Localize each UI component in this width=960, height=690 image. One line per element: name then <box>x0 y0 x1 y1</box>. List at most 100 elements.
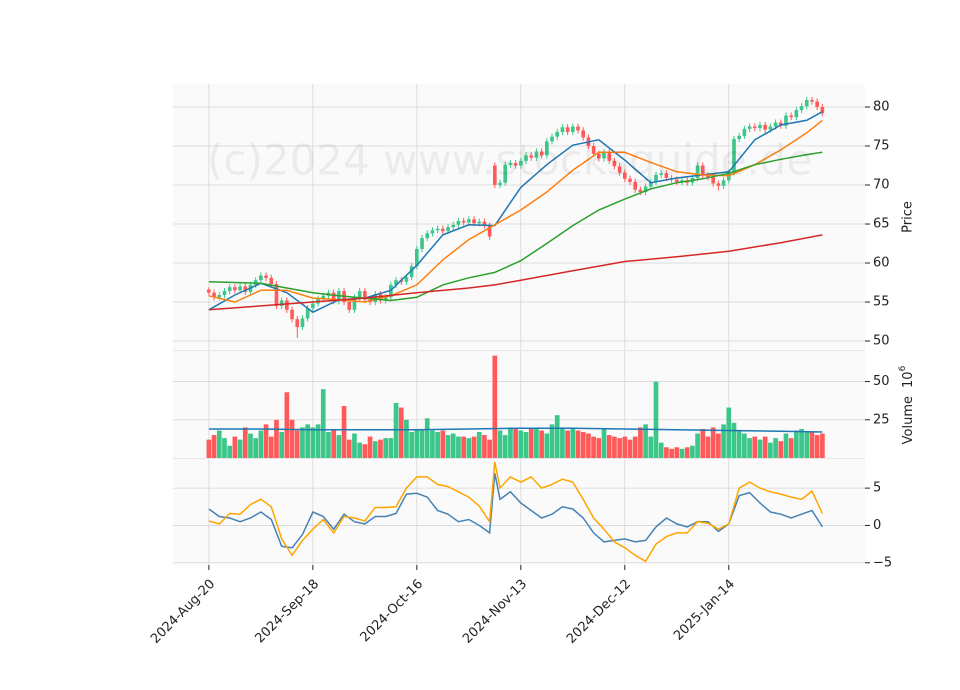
candle-body <box>217 295 222 298</box>
candle-body <box>799 106 804 111</box>
volume-bar <box>601 428 607 458</box>
candle-body <box>664 173 669 178</box>
volume-bar <box>648 436 654 458</box>
volume-bar <box>320 389 326 458</box>
volume-bar <box>752 436 758 458</box>
volume-bar <box>565 430 570 458</box>
volume-bar <box>721 424 726 458</box>
volume-bar <box>242 427 248 458</box>
candle-body <box>680 180 684 182</box>
volume-bar <box>367 436 373 458</box>
candle-body <box>238 286 242 291</box>
volume-bar <box>378 439 383 458</box>
volume-bar <box>544 433 550 458</box>
candle-body <box>477 221 482 224</box>
candle-body <box>633 181 638 190</box>
candle-body <box>674 179 679 182</box>
candle-body <box>446 227 450 232</box>
volume-bar <box>757 439 763 458</box>
candle-body <box>778 122 783 126</box>
candle-body <box>233 287 237 291</box>
candle-body <box>295 319 300 327</box>
candle-body <box>607 152 612 161</box>
candle-body <box>508 163 513 165</box>
candle-body <box>373 294 378 303</box>
x-tick-label: 2024-Dec-12 <box>564 577 634 647</box>
candle-body <box>389 284 393 298</box>
volume-bar <box>809 432 815 458</box>
candle-body <box>222 291 227 296</box>
volume-bar <box>804 432 810 458</box>
volume-bar <box>222 438 227 458</box>
volume-bar <box>248 433 253 458</box>
volume-bar <box>664 447 669 458</box>
volume-bar <box>554 415 560 458</box>
volume-bar <box>383 438 388 458</box>
candle-body <box>264 275 268 278</box>
volume-bar <box>674 447 680 458</box>
volume-bar <box>736 430 742 458</box>
candle-body <box>789 115 793 118</box>
candle-body <box>737 135 742 139</box>
volume-bar <box>482 435 487 458</box>
candle-body <box>612 160 617 167</box>
volume-bar <box>284 392 290 458</box>
candle-body <box>409 266 414 278</box>
candle-body <box>513 163 518 166</box>
y-tick-label: 65 <box>873 217 890 232</box>
volume-bar <box>591 436 596 458</box>
candle-body <box>456 220 461 225</box>
y-tick-label: 0 <box>873 518 881 533</box>
candle-body <box>243 286 248 292</box>
candle-body <box>784 115 788 126</box>
y-tick-label: 75 <box>873 139 890 154</box>
volume-bar <box>450 433 456 458</box>
volume-bar <box>762 436 768 458</box>
volume-bar <box>346 439 352 458</box>
candle-body <box>378 294 383 301</box>
candle-body <box>628 178 632 182</box>
volume-bar <box>534 427 539 458</box>
candle-body <box>279 300 284 306</box>
volume-bar <box>570 428 576 458</box>
volume-bar <box>679 448 685 458</box>
candle-body <box>451 224 456 228</box>
x-tick-label: 2024-Oct-16 <box>358 577 426 645</box>
candle-body <box>747 126 752 129</box>
volume-scale: 10 <box>901 371 916 388</box>
candle-body <box>539 151 544 156</box>
candle-body <box>752 126 757 129</box>
volume-bar <box>310 427 316 458</box>
volume-bar <box>237 439 243 458</box>
candle-body <box>773 122 778 127</box>
volume-bar <box>471 436 477 458</box>
candle-body <box>524 155 528 161</box>
volume-bar <box>461 436 466 458</box>
candle-body <box>591 146 596 154</box>
candle-body <box>700 165 705 176</box>
candle-body <box>383 297 388 301</box>
candle-body <box>519 160 523 166</box>
volume-bar <box>258 430 264 458</box>
volume-bar <box>476 432 482 458</box>
volume-bar <box>695 433 700 458</box>
volume-bar <box>794 430 799 458</box>
volume-bar <box>528 428 534 458</box>
line <box>208 119 823 303</box>
candle-body <box>420 238 424 249</box>
volume-bar <box>336 435 342 458</box>
candle-body <box>576 126 580 131</box>
volume-bar <box>497 430 503 458</box>
candle-body <box>758 124 762 129</box>
y-tick-label: 60 <box>873 256 890 271</box>
volume-bar <box>409 432 414 458</box>
candle-body <box>716 183 721 186</box>
volume-bar <box>227 445 233 458</box>
volume-bar <box>669 448 674 458</box>
candle-body <box>430 230 435 234</box>
candle-body <box>768 126 773 130</box>
volume-bar <box>627 439 633 458</box>
volume-bar <box>508 427 513 458</box>
volume-bar <box>716 433 721 458</box>
candle-body <box>300 318 305 327</box>
